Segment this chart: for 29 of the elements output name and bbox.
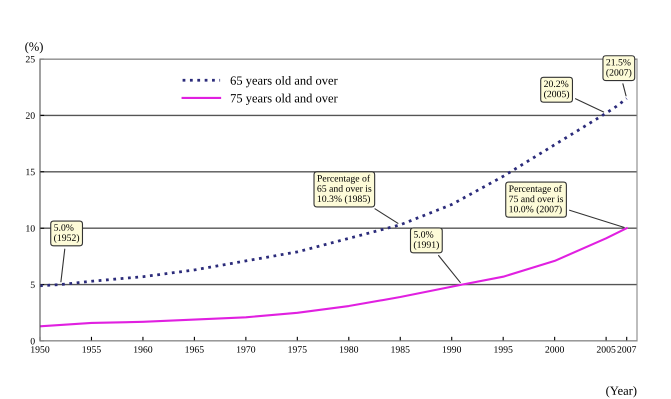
annotation: Percentage of 75 and over is 10.0% (2007) (508, 185, 564, 214)
annotation: 21.5% (2007) (606, 58, 632, 78)
annotation: 5.0% (1991) (414, 231, 439, 250)
x-tick-label: 1960 (134, 346, 152, 353)
x-tick-label: 1965 (186, 346, 204, 353)
x-tick-label: 1955 (82, 346, 101, 353)
x-axis-title: (Year) (606, 386, 636, 398)
x-tick-label: 1990 (442, 346, 462, 353)
annotation: 20.2% (2005) (544, 80, 570, 100)
x-tick-label: 1970 (236, 346, 256, 353)
x-tick-label: 2007 (617, 346, 636, 353)
annotation: Percentage of 65 and over is 10.3% (1985) (317, 174, 372, 204)
y-axis-title: (%) (25, 42, 43, 54)
y-tick-label: 25 (26, 56, 35, 62)
y-tick-label: 10 (26, 225, 35, 232)
x-tick-label: 2000 (545, 346, 564, 353)
x-tick-label: 1980 (340, 346, 358, 353)
x-tick-label: 2005 (596, 346, 616, 353)
x-tick-label: 1995 (494, 346, 513, 353)
x-tick-label: 1975 (288, 346, 307, 353)
y-tick-label: 5 (30, 282, 35, 288)
y-tick-label: 20 (26, 112, 35, 119)
legend-label: 65 years old and over (230, 76, 338, 88)
legend-label: 75 years old and over (230, 94, 338, 106)
y-tick-label: 0 (30, 338, 35, 344)
y-tick-label: 15 (26, 168, 35, 176)
x-tick-label: 1950 (31, 346, 50, 353)
x-tick-label: 1985 (391, 346, 410, 353)
annotation: 5.0% (1952) (54, 224, 80, 243)
